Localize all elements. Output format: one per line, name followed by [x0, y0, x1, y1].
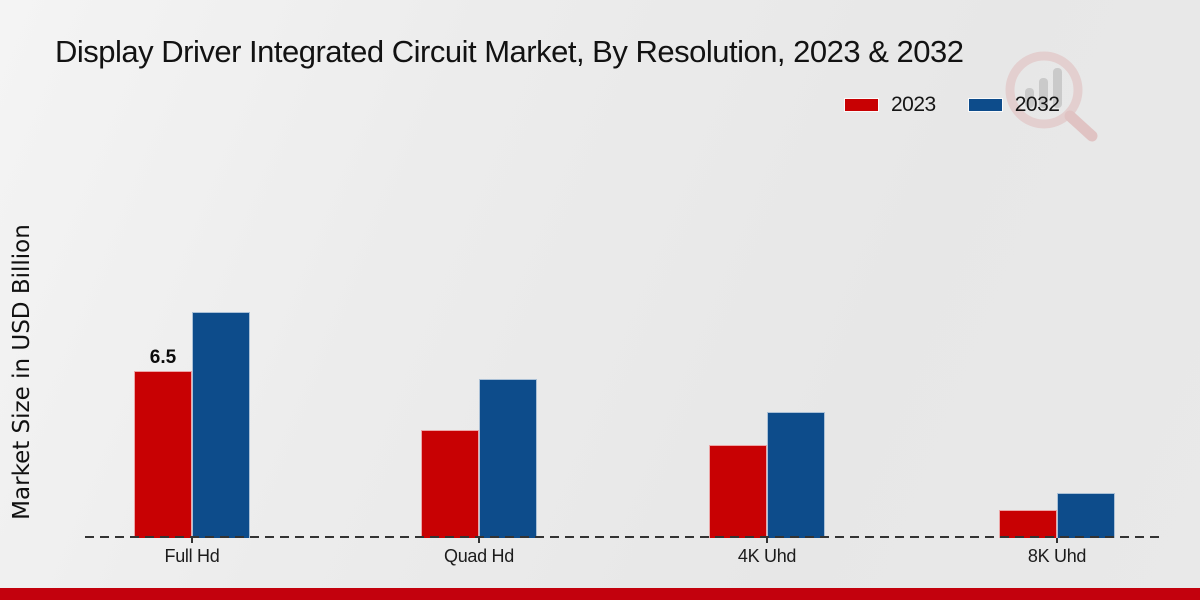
legend-swatch-2032: [968, 99, 1002, 111]
bar-2023-8k-uhd: [999, 510, 1057, 538]
bar-2023-4k-uhd: [709, 445, 767, 538]
category-label-4k-uhd: 4K Uhd: [737, 546, 797, 566]
bar-2032-full-hd: [192, 312, 250, 538]
chart-title: Display Driver Integrated Circuit Market…: [55, 34, 964, 69]
category-label-8k-uhd: 8K Uhd: [1027, 546, 1087, 566]
category-label-quad-hd: Quad Hd: [444, 546, 514, 566]
x-axis-tick-4k-uhd: [766, 538, 768, 543]
bar-2032-quad-hd: [479, 379, 537, 538]
bar-2023-full-hd: [134, 371, 192, 538]
bar-2032-8k-uhd: [1057, 493, 1115, 538]
legend-item-2032: 2032: [968, 93, 1060, 117]
legend: 2023 2032: [845, 92, 1060, 118]
bar-2032-4k-uhd: [767, 412, 825, 538]
legend-item-2023: 2023: [845, 93, 936, 117]
legend-swatch-2023: [845, 99, 878, 111]
footer-accent-band: [0, 588, 1200, 600]
legend-label-2023: 2023: [891, 93, 936, 116]
x-axis-tick-full-hd: [191, 538, 193, 543]
bar-2023-quad-hd: [421, 430, 479, 538]
x-axis-tick-8k-uhd: [1056, 538, 1058, 543]
x-axis-baseline: [85, 536, 1163, 538]
x-axis-tick-quad-hd: [478, 538, 480, 543]
category-label-full-hd: Full Hd: [164, 546, 220, 566]
legend-label-2032: 2032: [1014, 93, 1060, 116]
y-axis-label: Market Size in USD Billion: [9, 224, 35, 520]
bar-value-label-full-hd-2023: 6.5: [149, 347, 177, 368]
